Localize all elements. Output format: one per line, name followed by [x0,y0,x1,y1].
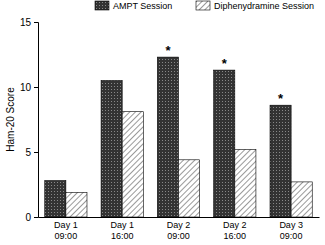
legend-label: Diphenydramine Session [214,1,314,11]
bar [66,192,87,217]
y-tick: 0 [25,212,38,223]
y-tick: 5 [25,147,38,158]
y-axis: 0 5 10 15 [20,17,39,223]
bar [157,57,178,217]
plot: 051015Day 109:00Day 116:00Day 209:00Day … [20,17,320,241]
y-tick-mark [34,152,38,153]
x-tick: Day 216:00 [223,220,247,241]
legend-label: AMPT Session [113,1,172,11]
x-tick: Day 116:00 [110,220,134,241]
y-axis-title: Ham-20 Score [5,87,16,152]
y-tick-mark [34,87,38,88]
bar [101,81,122,218]
y-tick-label: 0 [25,212,31,223]
significance-marker: * [222,56,228,71]
bars [45,57,312,217]
legend-swatch [95,1,109,10]
y-tick-mark [34,22,38,23]
x-tick-label: Day 209:00 [167,220,191,241]
y-tick-label: 10 [20,82,32,93]
x-axis: Day 109:00 Day 116:00 Day 209:00 Day 216:00… [39,218,320,242]
legend: AMPT Session Diphenydramine Session [95,1,314,11]
x-tick: Day 309:00 [279,220,303,241]
x-tick-label: Day 109:00 [54,220,78,241]
y-tick: 15 [20,17,38,28]
x-tick-label: Day 216:00 [223,220,247,241]
x-tick-label: Day 309:00 [279,220,303,241]
bar [291,182,312,217]
y-tick-mark [34,217,38,218]
bar [45,181,66,217]
chart: 051015Day 109:00Day 116:00Day 209:00Day … [0,0,325,245]
x-tick: Day 109:00 [54,220,78,241]
bar [270,105,291,217]
significance-marker: * [278,91,284,106]
y-axis-line [34,23,39,218]
legend-item: Diphenydramine Session [196,1,314,11]
x-tick: Day 209:00 [167,220,191,241]
x-tick-label: Day 116:00 [110,220,134,241]
y-tick: 10 [20,82,38,93]
bar [214,70,235,217]
bar [122,112,143,217]
legend-item: AMPT Session [95,1,172,11]
bar [179,160,200,217]
bar [235,149,256,217]
x-axis-line [39,217,320,218]
significance-marker: * [165,43,171,58]
y-tick-label: 5 [25,147,31,158]
legend-swatch [196,1,210,10]
y-tick-label: 15 [20,17,32,28]
